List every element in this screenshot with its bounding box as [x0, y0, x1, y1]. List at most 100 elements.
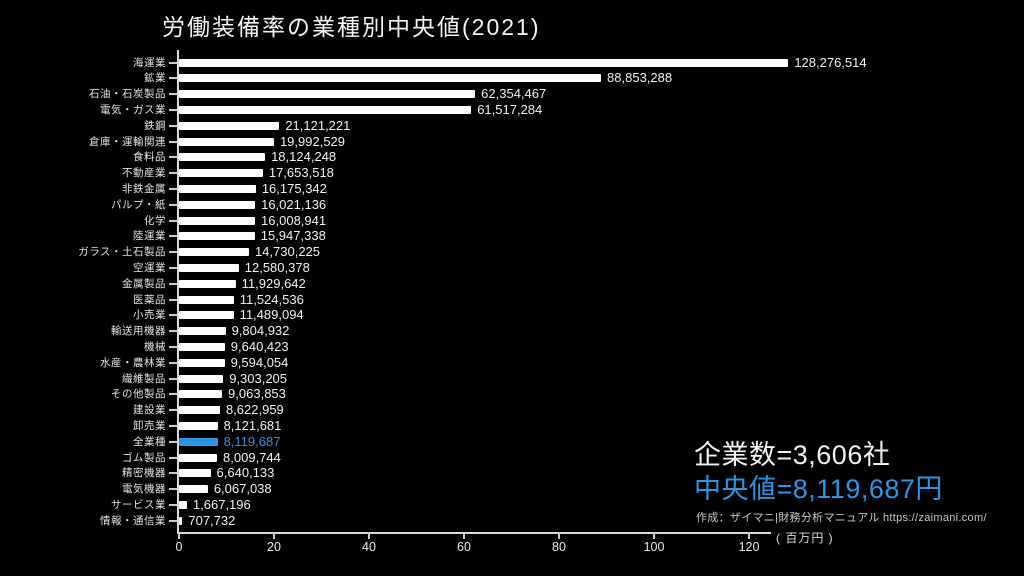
- bar: [179, 358, 225, 367]
- value-label: 14,730,225: [254, 244, 321, 260]
- category-label: その他製品: [111, 388, 166, 401]
- bar-row: 化学 16,008,941: [0, 213, 1024, 229]
- bar: [179, 390, 223, 399]
- value-label: 11,489,094: [239, 307, 304, 323]
- bar-row: 精密機器 6,640,133: [0, 465, 1024, 481]
- y-axis-tick: [169, 219, 177, 222]
- bar-row: 全業種 8,119,687: [0, 434, 1024, 450]
- x-axis-tick-label: 40: [362, 540, 376, 554]
- median-annotation: 中央値=8,119,687円: [694, 474, 943, 504]
- bar: [179, 516, 183, 525]
- bar-row: 水産・農林業 9,594,054: [0, 355, 1024, 371]
- category-label: 空運業: [133, 261, 166, 274]
- bar: [179, 342, 225, 351]
- y-axis-tick: [169, 361, 177, 364]
- x-axis-tick: [748, 532, 750, 539]
- y-axis-tick: [169, 124, 177, 127]
- bar-row: 建設業 8,622,959: [0, 402, 1024, 418]
- y-axis-tick: [169, 440, 177, 443]
- value-label: 19,992,529: [279, 133, 346, 149]
- value-label: 9,063,853: [228, 386, 286, 402]
- category-label: 繊維製品: [122, 372, 166, 385]
- bar: [179, 153, 266, 162]
- value-label: 18,124,248: [271, 149, 337, 165]
- x-axis-tick-label: 80: [552, 540, 566, 554]
- category-label: 非鉄金属: [122, 182, 166, 195]
- bar-row: 情報・通信業 707,732: [0, 513, 1024, 529]
- value-label: 21,121,221: [285, 117, 351, 133]
- value-label: 1,667,196: [192, 496, 251, 512]
- bar-row: 医薬品 11,524,536: [0, 292, 1024, 308]
- bar: [179, 279, 236, 288]
- category-label: 陸運業: [133, 230, 166, 243]
- category-label: 電気・ガス業: [100, 103, 166, 116]
- bar: [179, 169, 263, 178]
- y-axis-tick: [169, 77, 177, 80]
- category-label: 情報・通信業: [100, 514, 166, 527]
- x-axis-tick: [368, 532, 370, 539]
- y-axis-line: [177, 50, 179, 534]
- value-label: 9,804,932: [231, 323, 290, 339]
- chart-title: 労働装備率の業種別中央値(2021): [162, 14, 541, 40]
- category-label: 全業種: [133, 435, 166, 448]
- x-axis-tick-label: 100: [643, 540, 665, 554]
- category-label: 卸売業: [133, 419, 166, 432]
- bar-row: 海運業 128,276,514: [0, 55, 1024, 71]
- category-label: 鉄鋼: [144, 119, 166, 132]
- value-label: 17,653,518: [268, 165, 334, 181]
- bar-row: パルプ・紙 16,021,136: [0, 197, 1024, 213]
- y-axis-tick: [169, 172, 177, 175]
- y-axis-tick: [169, 108, 177, 111]
- y-axis-tick: [169, 187, 177, 190]
- bar-row: サービス業 1,667,196: [0, 497, 1024, 513]
- category-label: 建設業: [133, 404, 166, 417]
- category-label: ゴム製品: [122, 451, 166, 464]
- category-label: 精密機器: [122, 467, 166, 480]
- x-axis-tick-label: 120: [738, 540, 760, 554]
- y-axis-tick: [169, 251, 177, 254]
- credit-annotation: 作成：ザイマニ|財務分析マニュアル https://zaimani.com/: [696, 512, 987, 524]
- bar: [179, 485, 208, 494]
- bar: [179, 121, 280, 130]
- category-label: 鉱業: [144, 72, 166, 85]
- y-axis-tick: [169, 377, 177, 380]
- y-axis-tick: [169, 519, 177, 522]
- category-label: 電気機器: [122, 483, 166, 496]
- category-label: 輸送用機器: [111, 325, 166, 338]
- value-label: 128,276,514: [794, 54, 867, 70]
- bar: [179, 295, 234, 304]
- category-label: 倉庫・運輸関連: [89, 135, 166, 148]
- bar: [179, 453, 218, 462]
- value-label: 61,517,284: [477, 101, 543, 117]
- category-label: 不動産業: [122, 167, 166, 180]
- x-axis-line: [177, 532, 771, 534]
- bar-row: 輸送用機器 9,804,932: [0, 323, 1024, 339]
- value-label: 8,622,959: [225, 402, 284, 418]
- y-axis-tick: [169, 235, 177, 238]
- y-axis-tick: [169, 61, 177, 64]
- bar: [179, 74, 602, 83]
- category-label: 化学: [144, 214, 166, 227]
- bar: [179, 90, 476, 99]
- value-label: 9,594,054: [230, 354, 289, 370]
- value-label: 6,640,133: [216, 465, 275, 481]
- value-label: 16,175,342: [261, 180, 327, 196]
- bar-row: 卸売業 8,121,681: [0, 418, 1024, 434]
- x-axis-tick: [463, 532, 465, 539]
- value-label: 11,524,536: [239, 291, 304, 307]
- y-axis-tick: [169, 93, 177, 96]
- y-axis-tick: [169, 140, 177, 143]
- category-label: 機械: [144, 340, 166, 353]
- category-label: サービス業: [111, 498, 166, 511]
- bar: [179, 421, 218, 430]
- y-axis-tick: [169, 503, 177, 506]
- value-label: 16,008,941: [261, 212, 327, 228]
- bar-row: 石油・石炭製品 62,354,467: [0, 86, 1024, 102]
- value-label: 6,067,038: [213, 481, 272, 497]
- x-axis-unit-label: ( 百万円 ): [776, 531, 834, 545]
- y-axis-tick: [169, 330, 177, 333]
- value-label: 15,947,338: [260, 228, 326, 244]
- category-label: 海運業: [133, 56, 166, 69]
- value-label: 8,119,687: [223, 433, 281, 449]
- bar-row: 倉庫・運輸関連 19,992,529: [0, 134, 1024, 150]
